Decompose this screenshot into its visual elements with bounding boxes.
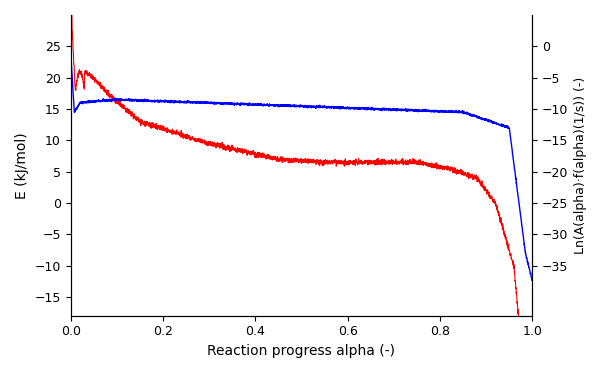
Y-axis label: Ln(A(alpha)·f(alpha)(1/s)) (-): Ln(A(alpha)·f(alpha)(1/s)) (-) (574, 77, 587, 254)
Y-axis label: E (kJ/mol): E (kJ/mol) (15, 132, 29, 199)
X-axis label: Reaction progress alpha (-): Reaction progress alpha (-) (208, 344, 396, 358)
